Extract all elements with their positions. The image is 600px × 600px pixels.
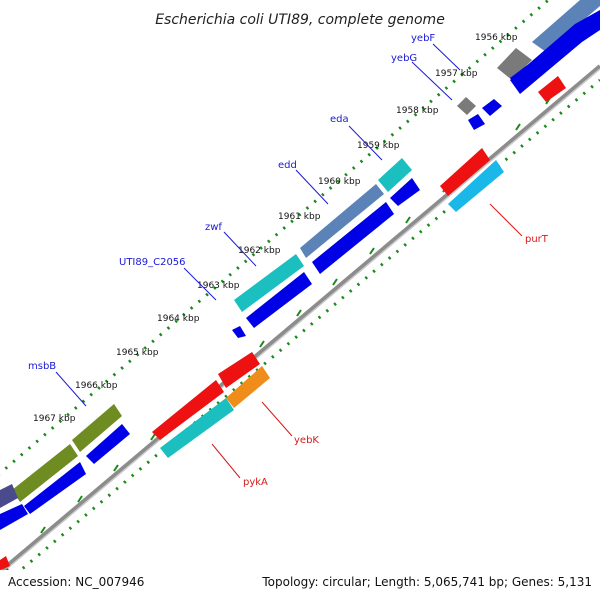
gene-label-UTI89_C2056: UTI89_C2056 (119, 257, 186, 268)
gene-bar-zwf (234, 254, 304, 312)
gene-bar-left-purple (0, 484, 18, 508)
gene-arrow-eda (390, 178, 420, 206)
genome-backbone-shadow (0, 68, 600, 576)
accession-text: Accession: NC_007946 (8, 575, 144, 589)
inner-tick-track (14, 78, 600, 577)
gene-label-zwf: zwf (205, 222, 222, 233)
kbp-label: 1956 kbp (475, 33, 518, 43)
kbp-label: 1967 kbp (33, 414, 76, 424)
gene-bar-edd (300, 184, 384, 258)
gene-label-yebG: yebG (391, 53, 417, 64)
kbp-label: 1959 kbp (357, 141, 400, 151)
gene-arrow-left (24, 462, 86, 514)
kbp-label: 1963 kbp (197, 281, 240, 291)
gene-label-msbB: msbB (28, 361, 56, 372)
reverse-gene-labels: purT yebK pykA (211, 203, 549, 488)
gene-bar-pykA (160, 398, 234, 458)
kbp-label: 1961 kbp (278, 212, 321, 222)
gene-label-yebK: yebK (294, 435, 319, 446)
gene-label-yebF: yebF (411, 33, 435, 44)
gene-bar-msbB (72, 404, 122, 452)
kbp-label: 1957 kbp (435, 69, 478, 79)
kbp-label: 1966 kbp (75, 381, 118, 391)
footer-background (0, 570, 600, 600)
gene-label-edd: edd (278, 160, 297, 171)
gene-bar-eda (378, 158, 412, 192)
topology-text: Topology: circular; Length: 5,065,741 bp… (261, 575, 592, 589)
gene-label-eda: eda (330, 114, 349, 125)
gene-arrow-UTI89_C2056 (232, 326, 246, 338)
gene-bar-yebK (226, 366, 270, 408)
gene-arrow-yebF (510, 62, 540, 92)
kbp-label: 1964 kbp (157, 314, 200, 324)
gene-arrow-pykA (152, 380, 224, 440)
gene-bar-yebG (457, 97, 476, 115)
kbp-label: 1960 kbp (318, 177, 361, 187)
gene-arrow-eda-top (482, 99, 502, 116)
gene-arrow-left-edge (0, 504, 28, 530)
genome-backbone (0, 64, 600, 575)
map-title: Escherichia coli UTI89, complete genome (155, 12, 445, 28)
forward-gene-labels: yebF yebG eda edd zwf UTI89_C2056 msbB (28, 33, 461, 407)
gene-arrow-zwf (246, 272, 312, 328)
gene-label-purT: purT (525, 234, 549, 245)
gene-arrow-edd (312, 202, 394, 274)
gene-label-pykA: pykA (243, 477, 268, 488)
gene-arrow-purT (440, 148, 490, 196)
gene-bar-purT (448, 160, 504, 212)
kbp-scale-labels: 1956 kbp 1957 kbp 1958 kbp 1959 kbp 1960… (33, 33, 518, 424)
gene-arrow-yebG (468, 114, 485, 130)
gene-arrow-topright-red (538, 76, 566, 102)
gene-arrow-yebK-red (218, 352, 260, 388)
kbp-label: 1958 kbp (396, 106, 439, 116)
gene-bar-yebF-region (532, 0, 600, 52)
kbp-label: 1962 kbp (238, 246, 281, 256)
gene-arrow-bottomleft-red (0, 556, 10, 570)
kbp-label: 1965 kbp (116, 348, 159, 358)
gene-bar-yebF (497, 48, 532, 80)
gene-bar-left-green (12, 444, 78, 502)
gene-arrow-msbB (86, 424, 130, 464)
